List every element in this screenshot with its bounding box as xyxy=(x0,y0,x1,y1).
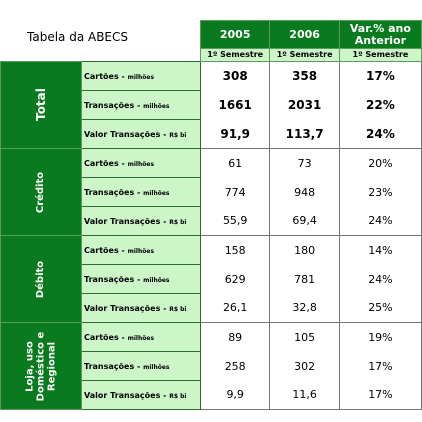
corner-cell-2 xyxy=(1,49,201,62)
value-cell: 14% xyxy=(338,235,422,265)
row-label: Cartões - milhões xyxy=(81,61,201,91)
value-cell: 17% xyxy=(338,380,422,410)
row-label: Valor Transações - R$ bi xyxy=(81,206,201,236)
table-row: Valor Transações - R$ bi 9,9 11,6 17% xyxy=(1,380,422,410)
row-label: Cartões - milhões xyxy=(81,322,201,352)
row-label: Cartões - milhões xyxy=(81,235,201,265)
value-cell: 113,7 xyxy=(269,119,340,149)
value-cell: 24% xyxy=(338,264,422,294)
column-subheader-2005: 1º Semestre xyxy=(199,48,271,62)
value-cell: 11,6 xyxy=(269,380,340,410)
row-label: Valor Transações - R$ bi xyxy=(81,293,201,323)
value-cell: 105 xyxy=(269,322,340,352)
row-label: Transações - milhões xyxy=(81,177,201,207)
table-row: Transações - milhões 258 302 17% xyxy=(1,351,422,381)
row-label: Valor Transações - R$ bi xyxy=(81,380,201,410)
value-cell: 2031 xyxy=(269,90,340,120)
abecs-table: 2005 2006 Var.% ano Anterior 1º Semestre… xyxy=(0,20,422,410)
corner-cell xyxy=(1,21,201,49)
value-cell: 948 xyxy=(269,177,340,207)
group-label-total: Total xyxy=(0,61,82,149)
table-title: Tabela da ABECS xyxy=(27,30,129,44)
row-label: Cartões - milhões xyxy=(81,148,201,178)
group-label-loja: Loja, uso Doméstico e Regional xyxy=(0,322,82,410)
group-label-debito: Débito xyxy=(0,235,82,323)
value-cell: 9,9 xyxy=(199,380,271,410)
table-row: Total Cartões - milhões 308 358 17% xyxy=(0,61,422,149)
value-cell: 89 xyxy=(199,322,271,352)
column-header-2005: 2005 xyxy=(199,20,271,49)
row-label: Transações - milhões xyxy=(81,90,201,120)
value-cell: 180 xyxy=(269,235,340,265)
column-subheader-var: 1º Semestre xyxy=(338,48,422,62)
value-cell: 24% xyxy=(338,119,422,149)
table-row: Loja, uso Doméstico e Regional Cartões -… xyxy=(0,322,422,410)
value-cell: 629 xyxy=(199,264,271,294)
value-cell: 25% xyxy=(338,293,422,323)
value-cell: 91,9 xyxy=(199,119,271,149)
value-cell: 61 xyxy=(199,148,271,178)
table-row: Transações - milhões 774 948 23% xyxy=(1,177,422,207)
value-cell: 17% xyxy=(338,351,422,381)
value-cell: 23% xyxy=(338,177,422,207)
value-cell: 781 xyxy=(269,264,340,294)
table-row: Valor Transações - R$ bi 26,1 32,8 25% xyxy=(1,293,422,323)
value-cell: 22% xyxy=(338,90,422,120)
value-cell: 55,9 xyxy=(199,206,271,236)
table-row: Transações - milhões 1661 2031 22% xyxy=(1,90,422,120)
value-cell: 258 xyxy=(199,351,271,381)
value-cell: 32,8 xyxy=(269,293,340,323)
value-cell: 17% xyxy=(338,61,422,91)
value-cell: 20% xyxy=(338,148,422,178)
value-cell: 774 xyxy=(199,177,271,207)
value-cell: 358 xyxy=(269,61,340,91)
table-row: Débito Cartões - milhões 158 180 14% xyxy=(0,235,422,323)
row-label: Transações - milhões xyxy=(81,264,201,294)
row-label: Transações - milhões xyxy=(81,351,201,381)
value-cell: 69,4 xyxy=(269,206,340,236)
table-row: Crédito Cartões - milhões 61 73 20% xyxy=(0,148,422,236)
value-cell: 26,1 xyxy=(199,293,271,323)
value-cell: 24% xyxy=(338,206,422,236)
value-cell: 19% xyxy=(338,322,422,352)
value-cell: 73 xyxy=(269,148,340,178)
value-cell: 308 xyxy=(199,61,271,91)
column-header-var: Var.% ano Anterior xyxy=(338,20,422,49)
value-cell: 158 xyxy=(199,235,271,265)
row-label: Valor Transações - R$ bi xyxy=(81,119,201,149)
value-cell: 302 xyxy=(269,351,340,381)
value-cell: 1661 xyxy=(199,90,271,120)
group-label-credito: Crédito xyxy=(0,148,82,236)
column-subheader-2006: 1º Semestre xyxy=(269,48,340,62)
column-header-2006: 2006 xyxy=(269,20,340,49)
